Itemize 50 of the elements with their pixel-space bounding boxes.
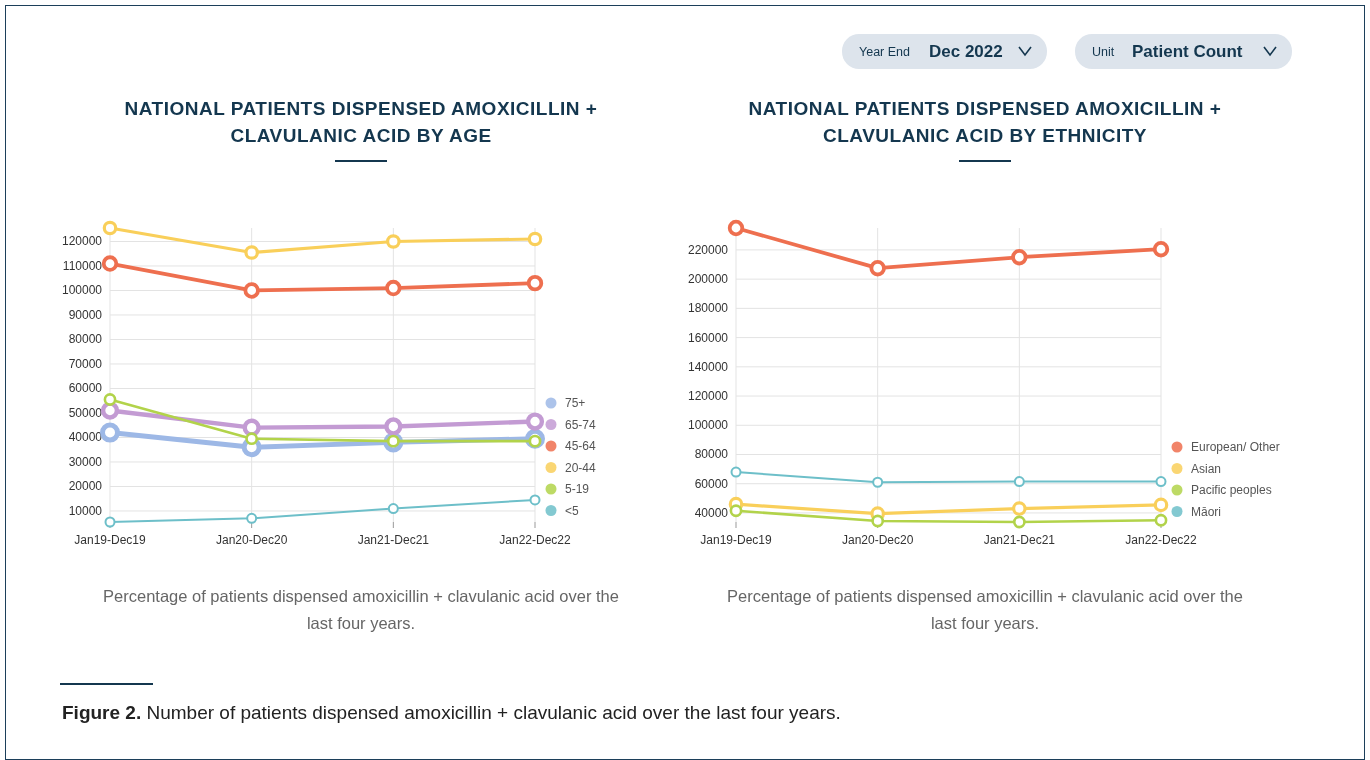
y-tick-label: 70000	[68, 356, 103, 371]
legend-label: 45-64	[565, 439, 597, 453]
x-tick-label: Jan22-Dec22	[1125, 533, 1198, 547]
legend-label: 20-44	[565, 460, 597, 475]
text: Patient Count	[1132, 42, 1243, 61]
y-tick-label: 40000	[68, 430, 103, 445]
text: Percentage of patients dispensed amoxicillin + clavulanic acid over the last four years.	[103, 587, 619, 632]
chart-title: NATIONAL PATIENTS DISPENSED AMOXICILLIN + CLAVULANIC ACID BY AGE	[124, 98, 598, 146]
legend-label: Pacific peoples	[1191, 483, 1272, 497]
y-tick-label: 100000	[687, 418, 729, 433]
y-tick-label: 90000	[68, 307, 103, 322]
legend-label: <5	[565, 503, 580, 518]
y-tick-label: 30000	[68, 454, 103, 469]
text: Percentage of patients dispensed amoxicillin + clavulanic acid over the last four years.	[727, 587, 1243, 632]
y-tick-label: 60000	[68, 381, 103, 396]
text: Unit	[1092, 45, 1115, 59]
x-tick-label: Jan19-Dec19	[74, 533, 147, 547]
y-tick-label: 120000	[687, 389, 729, 404]
x-tick-label: Jan21-Dec21	[357, 533, 430, 547]
x-tick-label: Jan20-Dec20	[215, 533, 288, 547]
y-tick-label: 80000	[68, 332, 103, 347]
y-tick-label: 10000	[68, 503, 103, 518]
x-tick-label: Jan20-Dec20	[841, 533, 914, 547]
legend-label: European/ Other	[1191, 440, 1280, 454]
x-tick-label: Jan21-Dec21	[983, 533, 1056, 547]
y-tick-label: 160000	[687, 330, 729, 345]
legend-label: 5-19	[565, 482, 590, 496]
y-tick-label: 220000	[687, 242, 729, 257]
y-tick-label: 110000	[62, 258, 103, 273]
y-tick-label: 50000	[68, 405, 103, 420]
y-tick-label: 200000	[687, 272, 729, 287]
legend-label: Māori	[1191, 504, 1222, 519]
y-tick-label: 20000	[68, 479, 103, 494]
legend-label: 65-74	[565, 417, 597, 432]
x-tick-label: Jan19-Dec19	[700, 533, 773, 547]
text: Year End	[859, 45, 911, 59]
legend-label: Asian	[1191, 461, 1222, 476]
legend-label: 75+	[565, 396, 586, 410]
y-tick-label: 40000	[694, 505, 729, 520]
text: Number of patients dispensed amoxicillin + clavulanic acid over the last four years.	[141, 702, 841, 723]
y-tick-label: 120000	[61, 234, 103, 249]
y-tick-label: 180000	[687, 301, 729, 316]
caption: Figure 2.	[62, 702, 142, 723]
y-tick-label: 100000	[61, 283, 103, 298]
y-tick-label: 80000	[694, 447, 729, 462]
x-tick-label: Jan22-Dec22	[499, 533, 572, 547]
y-tick-label: 140000	[687, 359, 729, 374]
chart-title: NATIONAL PATIENTS DISPENSED AMOXICILLIN + CLAVULANIC ACID BY ETHNICITY	[748, 98, 1222, 146]
text: Dec 2022	[929, 42, 1003, 61]
y-tick-label: 60000	[694, 476, 729, 491]
